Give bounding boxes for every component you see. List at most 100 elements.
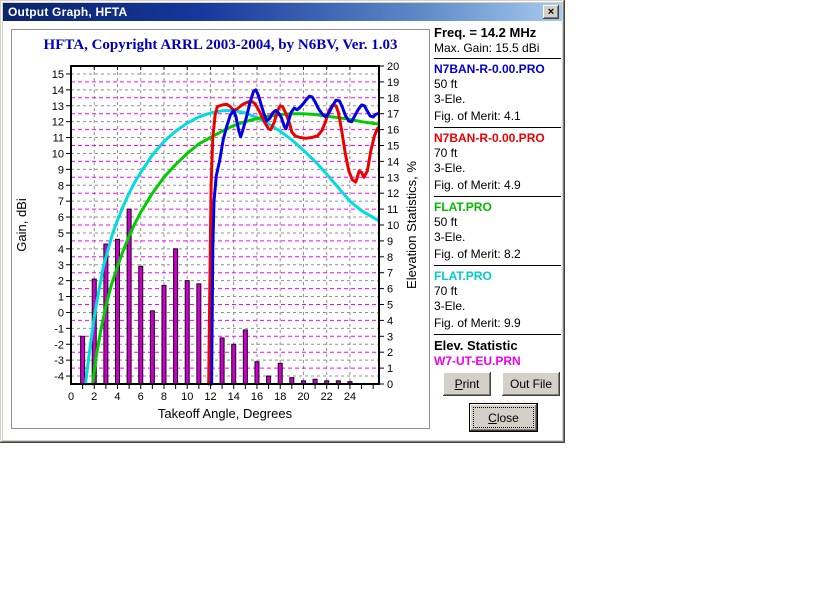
- svg-text:Elevation Statistics, %: Elevation Statistics, %: [404, 161, 419, 289]
- svg-text:18: 18: [387, 93, 399, 105]
- svg-text:3: 3: [387, 331, 393, 343]
- antenna-elements: 3-Ele.: [434, 230, 466, 244]
- svg-text:10: 10: [387, 220, 399, 232]
- svg-text:Takeoff Angle, Degrees: Takeoff Angle, Degrees: [158, 406, 293, 421]
- print-button[interactable]: Print: [443, 372, 491, 396]
- antenna-file-name: N7BAN-R-0.00.PRO: [434, 131, 545, 145]
- svg-text:-3: -3: [54, 355, 64, 367]
- legend-entry: N7BAN-R-0.00.PRO 70 ft 3-Ele. Fig. of Me…: [434, 131, 561, 197]
- svg-text:5: 5: [387, 300, 393, 312]
- close-icon: ×: [547, 6, 555, 18]
- svg-text:2: 2: [58, 276, 64, 288]
- svg-text:0: 0: [387, 379, 393, 391]
- figure-of-merit: Fig. of Merit: 9.9: [434, 316, 521, 330]
- svg-text:1: 1: [387, 363, 393, 375]
- legend-entry: N7BAN-R-0.00.PRO 50 ft 3-Ele. Fig. of Me…: [434, 62, 561, 128]
- svg-text:2: 2: [387, 347, 393, 359]
- antenna-elements: 3-Ele.: [434, 299, 466, 313]
- svg-text:19: 19: [387, 77, 399, 89]
- svg-text:-2: -2: [54, 339, 64, 351]
- svg-text:8: 8: [161, 391, 167, 403]
- antenna-height: 70 ft: [434, 284, 458, 298]
- close-window-button[interactable]: ×: [543, 5, 559, 19]
- figure-of-merit: Fig. of Merit: 4.9: [434, 178, 521, 192]
- antenna-height: 50 ft: [434, 215, 458, 229]
- svg-text:6: 6: [58, 212, 64, 224]
- out-file-button[interactable]: Out File: [502, 372, 560, 396]
- legend-entry: FLAT.PRO 70 ft 3-Ele. Fig. of Merit: 9.9: [434, 269, 561, 335]
- svg-text:Gain, dBi: Gain, dBi: [14, 198, 29, 252]
- dialog-client-area: HFTA, Copyright ARRL 2003-2004, by N6BV,…: [3, 21, 562, 440]
- separator: [434, 127, 561, 128]
- max-gain-readout: Max. Gain: 15.5 dBi: [434, 41, 540, 55]
- svg-text:11: 11: [387, 204, 398, 216]
- svg-text:10: 10: [52, 148, 64, 160]
- svg-text:18: 18: [274, 391, 286, 403]
- antenna-file-name: FLAT.PRO: [434, 200, 492, 214]
- svg-text:-1: -1: [54, 323, 64, 335]
- output-graph-window: Output Graph, HFTA × HFTA, Copyright ARR…: [0, 0, 565, 443]
- svg-text:13: 13: [387, 172, 399, 184]
- svg-text:5: 5: [58, 228, 64, 240]
- svg-text:4: 4: [387, 315, 393, 327]
- figure-of-merit: Fig. of Merit: 8.2: [434, 247, 521, 261]
- svg-text:0: 0: [68, 391, 74, 403]
- antenna-height: 70 ft: [434, 146, 458, 160]
- separator: [434, 58, 561, 59]
- elevation-statistic-file: W7-UT-EU.PRN: [434, 354, 521, 368]
- svg-text:17: 17: [387, 109, 399, 121]
- antenna-height: 50 ft: [434, 77, 458, 91]
- svg-text:10: 10: [181, 391, 193, 403]
- svg-text:4: 4: [114, 391, 120, 403]
- legend-entry: FLAT.PRO 50 ft 3-Ele. Fig. of Merit: 8.2: [434, 200, 561, 266]
- close-button[interactable]: Close: [469, 403, 538, 432]
- chart-panel: HFTA, Copyright ARRL 2003-2004, by N6BV,…: [11, 29, 430, 429]
- svg-text:6: 6: [387, 284, 393, 296]
- separator: [434, 334, 561, 335]
- separator: [434, 196, 561, 197]
- svg-text:20: 20: [387, 61, 399, 73]
- svg-text:9: 9: [387, 236, 393, 248]
- svg-text:14: 14: [52, 85, 64, 97]
- svg-text:4: 4: [58, 244, 64, 256]
- figure-of-merit: Fig. of Merit: 4.1: [434, 109, 521, 123]
- svg-text:14: 14: [228, 391, 240, 403]
- antenna-elements: 3-Ele.: [434, 161, 466, 175]
- chart-title: HFTA, Copyright ARRL 2003-2004, by N6BV,…: [43, 37, 398, 53]
- gain-vs-takeoff-chart: 0 2 4 6 8 10 12 14 16 18 20 22 24-4-3-2-101234567891…: [14, 61, 419, 421]
- svg-text:7: 7: [387, 268, 393, 280]
- svg-text:9: 9: [58, 164, 64, 176]
- svg-text:2: 2: [91, 391, 97, 403]
- frequency-readout: Freq. = 14.2 MHz: [434, 25, 537, 40]
- svg-text:1: 1: [58, 292, 64, 304]
- svg-text:0: 0: [58, 307, 64, 319]
- antenna-elements: 3-Ele.: [434, 92, 466, 106]
- title-bar[interactable]: Output Graph, HFTA ×: [3, 3, 562, 21]
- separator: [434, 265, 561, 266]
- antenna-file-name: FLAT.PRO: [434, 269, 492, 283]
- svg-text:3: 3: [58, 260, 64, 272]
- svg-text:8: 8: [387, 252, 393, 264]
- info-panel: Freq. = 14.2 MHz Max. Gain: 15.5 dBi N7B…: [434, 25, 561, 375]
- svg-text:12: 12: [204, 391, 216, 403]
- svg-text:14: 14: [387, 156, 399, 168]
- svg-text:-4: -4: [54, 371, 64, 383]
- svg-text:20: 20: [297, 391, 309, 403]
- svg-text:16: 16: [251, 391, 263, 403]
- svg-text:15: 15: [387, 141, 399, 153]
- svg-text:12: 12: [52, 117, 64, 129]
- svg-text:13: 13: [52, 101, 64, 113]
- window-title: Output Graph, HFTA: [8, 5, 128, 19]
- svg-text:15: 15: [52, 69, 64, 81]
- svg-text:7: 7: [58, 196, 64, 208]
- svg-text:6: 6: [138, 391, 144, 403]
- svg-text:22: 22: [321, 391, 333, 403]
- svg-text:11: 11: [53, 133, 64, 145]
- antenna-file-name: N7BAN-R-0.00.PRO: [434, 62, 545, 76]
- elevation-statistic-label: Elev. Statistic: [434, 338, 518, 353]
- svg-text:8: 8: [58, 180, 64, 192]
- svg-text:16: 16: [387, 125, 399, 137]
- svg-text:12: 12: [387, 188, 399, 200]
- svg-text:24: 24: [344, 391, 356, 403]
